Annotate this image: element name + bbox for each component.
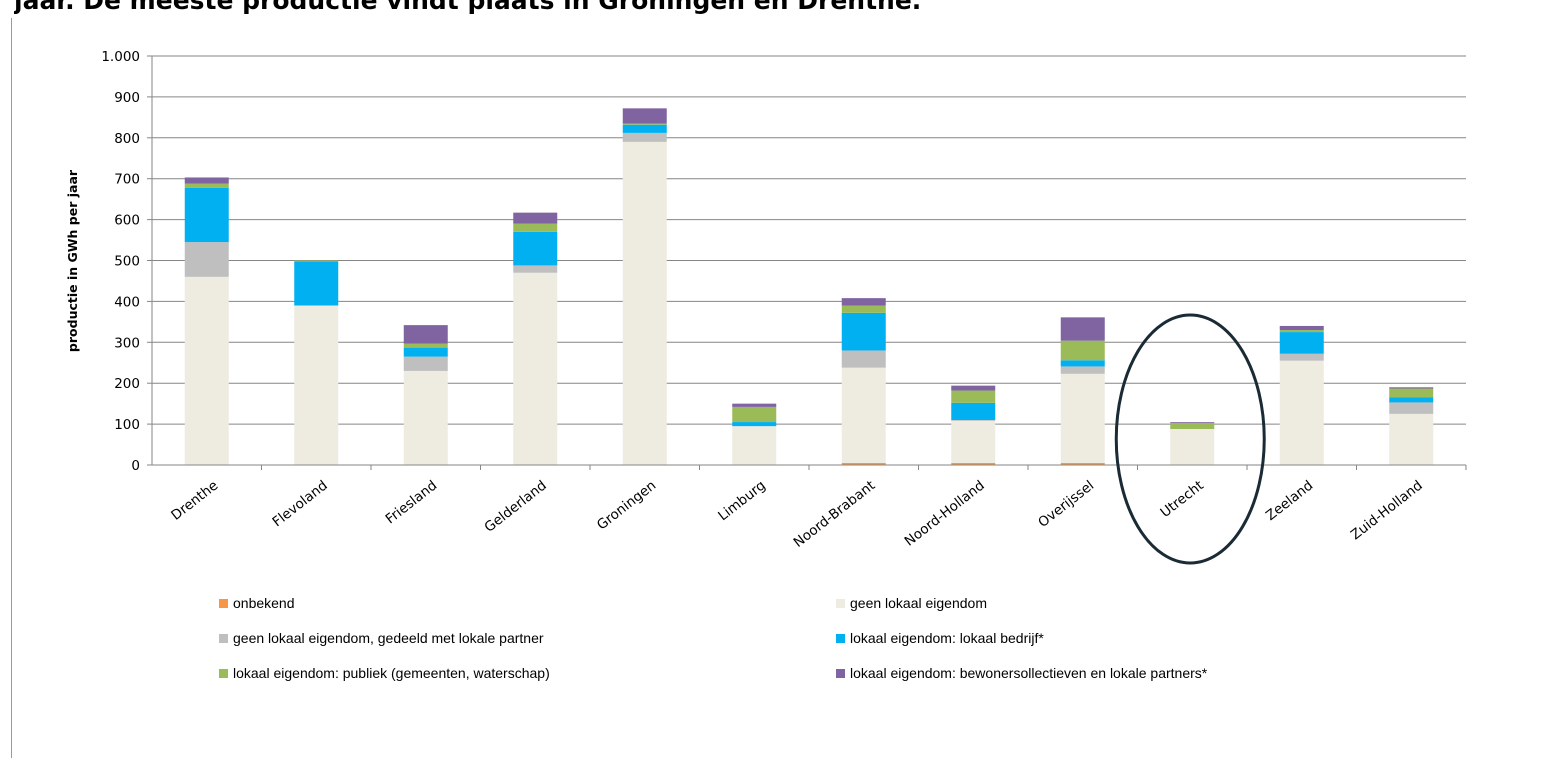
- bar-segment: [1389, 413, 1434, 465]
- bar-segment: [1060, 366, 1105, 374]
- bar-segment: [513, 231, 558, 266]
- bar-segment: [184, 242, 229, 277]
- bar-segment: [1060, 317, 1105, 341]
- bar-segment: [184, 187, 229, 243]
- bar-segment: [1060, 373, 1105, 463]
- gridlines: [152, 55, 1466, 425]
- bar-segment: [1389, 402, 1434, 414]
- bar-segment: [1060, 360, 1105, 367]
- legend-label: geen lokaal eigendom: [850, 595, 987, 611]
- bar-segment: [294, 305, 339, 465]
- y-tick-label: 0: [131, 458, 140, 474]
- y-tick-label: 500: [114, 254, 140, 270]
- y-axis-label: productie in GWh per jaar: [65, 169, 80, 352]
- annotation: [1114, 313, 1266, 565]
- bar-segment: [732, 422, 777, 427]
- y-tick-label: 900: [114, 90, 140, 106]
- legend-item: lokaal eigendom: lokaal bedrijf*: [836, 630, 1044, 646]
- bar-segment: [513, 272, 558, 465]
- bar-segment: [294, 261, 339, 306]
- bar-segment: [841, 312, 886, 351]
- bar-segment: [184, 177, 229, 184]
- y-tick-label: 800: [114, 131, 140, 147]
- legend-item: geen lokaal eigendom, gedeeld met lokale…: [219, 630, 544, 646]
- bar-segment: [841, 462, 886, 465]
- y-tick-label: 600: [114, 213, 140, 229]
- legend-item: lokaal eigendom: bewonersollectieven en …: [836, 665, 1207, 681]
- legend-swatch: [836, 598, 845, 608]
- bar-segment: [184, 276, 229, 465]
- legend-label: onbekend: [233, 595, 295, 611]
- y-tick-label: 700: [114, 172, 140, 188]
- bar-segment: [1170, 429, 1215, 465]
- legend-swatch: [836, 633, 845, 643]
- y-tick-label: 200: [114, 376, 140, 392]
- legend-swatch: [219, 633, 228, 643]
- bar-segment: [951, 385, 996, 391]
- bar-segment: [951, 390, 996, 403]
- legend-label: lokaal eigendom: publiek (gemeenten, wat…: [233, 665, 550, 681]
- legend-item: onbekend: [219, 595, 295, 611]
- y-tick-label: 400: [114, 294, 140, 310]
- legend-swatch: [219, 598, 228, 608]
- bar-segment: [1060, 340, 1105, 361]
- bar-segment: [184, 183, 229, 188]
- bar-segment: [1170, 422, 1215, 423]
- frame-border: [11, 18, 12, 758]
- bar-segment: [403, 347, 448, 357]
- bar-segment: [403, 343, 448, 348]
- bar-segment: [403, 370, 448, 465]
- bar-segment: [1389, 397, 1434, 403]
- y-tick-label: 100: [114, 417, 140, 433]
- legend-swatch: [836, 668, 845, 678]
- bar-segment: [841, 305, 886, 313]
- bar-segment: [732, 403, 777, 407]
- bar-segment: [294, 260, 339, 262]
- bar-segment: [1060, 462, 1105, 465]
- bar-segment: [622, 141, 667, 465]
- legend-label: geen lokaal eigendom, gedeeld met lokale…: [233, 630, 544, 646]
- bar-segment: [622, 132, 667, 142]
- y-tick-label: 300: [114, 335, 140, 351]
- highlight-ellipse: [1114, 313, 1266, 565]
- bar-segment: [513, 223, 558, 232]
- bars: [184, 108, 1434, 465]
- bar-segment: [841, 298, 886, 306]
- bar-segment: [951, 420, 996, 463]
- bar-segment: [1170, 422, 1215, 430]
- bar-segment: [1279, 330, 1324, 333]
- bar-segment: [841, 367, 886, 463]
- page-title: jaar. De meeste productie vindt plaats i…: [14, 0, 922, 15]
- bar-segment: [1279, 353, 1324, 361]
- legend-item: geen lokaal eigendom: [836, 595, 987, 611]
- bar-segment: [1279, 360, 1324, 465]
- bar-segment: [841, 350, 886, 368]
- bar-segment: [732, 406, 777, 423]
- bar-segment: [1279, 325, 1324, 331]
- legend-swatch: [219, 668, 228, 678]
- bar-segment: [951, 402, 996, 421]
- bar-segment: [1389, 388, 1434, 398]
- bar-segment: [513, 265, 558, 273]
- legend-label: lokaal eigendom: lokaal bedrijf*: [850, 630, 1044, 646]
- bar-segment: [1279, 332, 1324, 354]
- bar-segment: [403, 325, 448, 344]
- bar-segment: [622, 123, 667, 125]
- legend-item: lokaal eigendom: publiek (gemeenten, wat…: [219, 665, 550, 681]
- bar-segment: [513, 212, 558, 224]
- bar-segment: [732, 426, 777, 465]
- bar-segment: [622, 124, 667, 133]
- y-tick-label: 1.000: [101, 49, 140, 65]
- bar-segment: [951, 462, 996, 465]
- legend-label: lokaal eigendom: bewonersollectieven en …: [850, 665, 1208, 681]
- bar-segment: [403, 356, 448, 371]
- bar-segment: [622, 108, 667, 124]
- bar-segment: [1389, 387, 1434, 389]
- bar-segment: [951, 420, 996, 421]
